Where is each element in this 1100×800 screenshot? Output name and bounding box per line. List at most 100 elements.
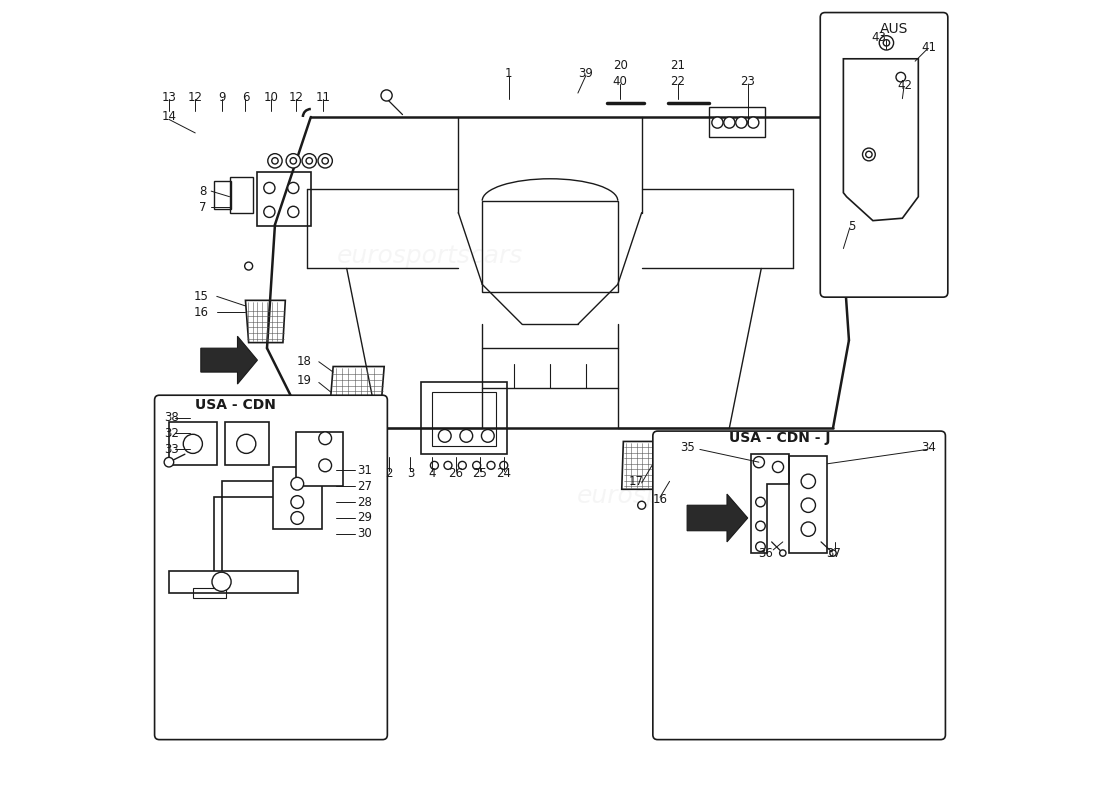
Text: 11: 11 (316, 90, 330, 103)
Bar (421, 382, 507, 454)
Circle shape (164, 458, 174, 467)
Circle shape (638, 502, 646, 510)
Text: 2: 2 (385, 467, 393, 480)
Bar (169, 570, 298, 593)
Bar (710, 106, 766, 137)
Text: 28: 28 (358, 495, 372, 509)
Circle shape (212, 572, 231, 591)
Text: USA - CDN: USA - CDN (195, 398, 275, 412)
Text: 17: 17 (628, 475, 643, 488)
Text: 12: 12 (188, 90, 202, 103)
Text: 41: 41 (921, 41, 936, 54)
Text: 6: 6 (242, 90, 250, 103)
Circle shape (772, 462, 783, 473)
Text: 10: 10 (264, 90, 278, 103)
Text: 30: 30 (358, 527, 372, 541)
Circle shape (236, 434, 256, 454)
Circle shape (473, 462, 481, 470)
Text: 29: 29 (358, 511, 372, 525)
Circle shape (302, 154, 317, 168)
Text: 5: 5 (848, 220, 855, 233)
Bar (273, 467, 322, 529)
Circle shape (756, 542, 766, 551)
Text: 12: 12 (289, 90, 304, 103)
Circle shape (756, 521, 766, 530)
Text: 42: 42 (898, 78, 912, 91)
Text: eurosportscars: eurosportscars (576, 484, 762, 508)
Bar (169, 422, 217, 466)
Polygon shape (688, 494, 748, 542)
Text: 19: 19 (297, 374, 312, 386)
Circle shape (748, 117, 759, 128)
Circle shape (439, 430, 451, 442)
Bar (789, 456, 827, 553)
Text: 31: 31 (358, 464, 372, 477)
Text: 16: 16 (652, 493, 668, 506)
Text: 23: 23 (740, 74, 755, 88)
Text: 26: 26 (449, 467, 463, 480)
FancyBboxPatch shape (652, 431, 945, 740)
Circle shape (724, 117, 735, 128)
Circle shape (754, 457, 764, 468)
Circle shape (444, 462, 452, 470)
Circle shape (801, 522, 815, 536)
Circle shape (829, 550, 836, 556)
Circle shape (381, 90, 393, 101)
Text: 37: 37 (826, 546, 842, 559)
Circle shape (801, 474, 815, 489)
Text: eurosportscars: eurosportscars (338, 245, 524, 269)
Text: 8: 8 (199, 185, 207, 198)
Bar (297, 432, 343, 486)
Text: 7: 7 (199, 201, 207, 214)
Circle shape (267, 154, 282, 168)
Circle shape (288, 182, 299, 194)
Text: 38: 38 (164, 411, 179, 424)
Circle shape (482, 430, 494, 442)
FancyBboxPatch shape (155, 395, 387, 740)
Text: 16: 16 (194, 306, 208, 319)
Text: 20: 20 (613, 58, 628, 72)
Circle shape (487, 462, 495, 470)
Circle shape (430, 462, 439, 470)
Circle shape (460, 430, 473, 442)
Text: 22: 22 (670, 74, 685, 88)
Circle shape (286, 154, 300, 168)
Text: 1: 1 (505, 66, 513, 80)
Circle shape (244, 262, 253, 270)
Text: 39: 39 (579, 66, 593, 80)
Text: 14: 14 (162, 110, 176, 123)
Bar (482, 201, 618, 292)
Text: 13: 13 (162, 90, 176, 103)
Circle shape (264, 206, 275, 218)
Bar (230, 177, 253, 213)
Bar (432, 392, 496, 446)
Text: 27: 27 (358, 479, 372, 493)
Text: 33: 33 (164, 443, 179, 456)
Circle shape (756, 498, 766, 507)
Circle shape (862, 148, 876, 161)
Text: 15: 15 (194, 290, 208, 303)
Circle shape (290, 512, 304, 524)
Circle shape (290, 478, 304, 490)
Bar (213, 181, 231, 209)
Circle shape (736, 117, 747, 128)
FancyBboxPatch shape (821, 13, 948, 297)
Polygon shape (201, 336, 257, 384)
Circle shape (319, 459, 331, 472)
Text: 35: 35 (680, 442, 694, 454)
Text: 43: 43 (871, 30, 886, 44)
Circle shape (318, 154, 332, 168)
Bar (256, 172, 311, 226)
Text: 4: 4 (428, 467, 436, 480)
Circle shape (712, 117, 723, 128)
Text: 21: 21 (670, 58, 685, 72)
Circle shape (290, 496, 304, 509)
Text: 25: 25 (472, 467, 487, 480)
Circle shape (319, 432, 331, 445)
Text: 18: 18 (297, 355, 312, 368)
Circle shape (499, 462, 508, 470)
Text: USA - CDN - J: USA - CDN - J (729, 431, 830, 446)
Circle shape (780, 550, 786, 556)
Text: AUS: AUS (880, 22, 909, 36)
Circle shape (305, 398, 312, 406)
